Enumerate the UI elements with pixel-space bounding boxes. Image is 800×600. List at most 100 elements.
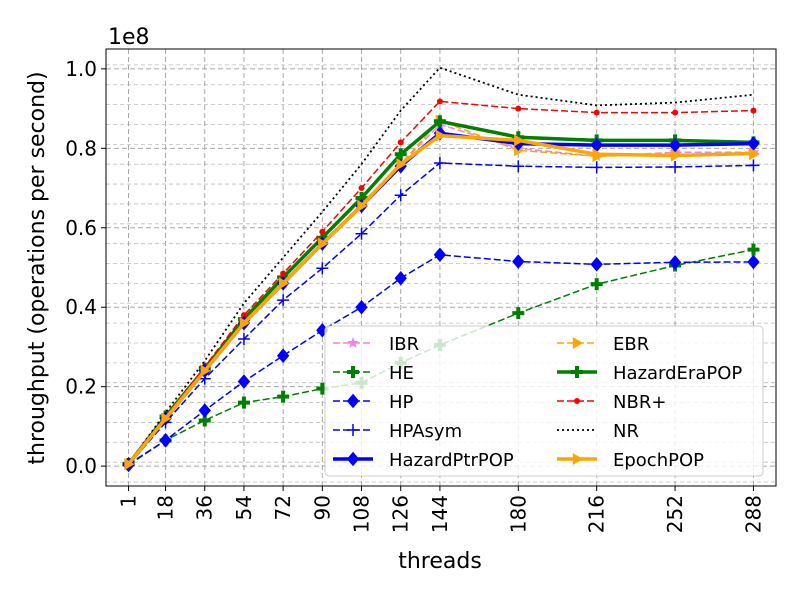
data-point-epochpop	[514, 134, 525, 147]
data-point-hp	[198, 403, 211, 418]
x-tick-label: 144	[428, 495, 452, 533]
data-point-hpasym	[394, 189, 407, 202]
legend-label-hp: HP	[389, 392, 414, 413]
legend-label-epochpop: EpochPOP	[613, 450, 704, 471]
y-tick-label: 1.0	[65, 57, 97, 81]
data-point-epochpop	[161, 412, 172, 425]
y-tick-label: 0.2	[65, 375, 97, 399]
series-epochpop	[124, 129, 760, 471]
data-point-he	[237, 396, 250, 409]
data-point-nbr	[240, 312, 247, 319]
data-point-hp	[276, 348, 290, 363]
x-tick-label: 180	[506, 495, 530, 533]
data-point-hp	[590, 257, 603, 272]
legend-marker-epochpop	[572, 453, 583, 465]
data-point-hp	[512, 254, 525, 269]
data-point-hpasym	[590, 161, 603, 174]
x-axis-label: threads	[398, 549, 482, 574]
series-hp	[122, 247, 760, 473]
y-tick-label: 0.0	[65, 454, 97, 478]
legend-marker-nbr	[574, 398, 580, 404]
legend-marker-hpasym	[347, 424, 359, 436]
data-point-hpasym	[433, 157, 446, 170]
legend-label-hazardptrpop: HazardPtrPOP	[389, 450, 514, 471]
data-point-epochpop	[592, 148, 603, 161]
series-nr	[127, 66, 754, 465]
x-tick-label: 90	[310, 495, 334, 520]
data-point-hpasym	[512, 160, 525, 173]
y-tick-label: 0.6	[65, 216, 97, 240]
data-point-hp	[394, 270, 407, 286]
data-point-nbr	[750, 107, 757, 114]
legend-marker-ibr	[347, 337, 359, 348]
data-point-epochpop	[435, 129, 446, 142]
plot-frame	[105, 48, 777, 487]
x-tick-label: 36	[193, 495, 217, 520]
data-point-epochpop	[318, 237, 329, 250]
data-point-he	[198, 414, 211, 427]
data-point-hazarderapop	[394, 148, 407, 161]
data-point-hazarderapop	[355, 191, 368, 204]
data-point-nbr	[436, 98, 443, 105]
x-tick-label: 1	[117, 495, 141, 508]
data-point-hpasym	[747, 159, 760, 172]
legend-label-hpasym: HPAsym	[389, 421, 462, 442]
data-point-epochpop	[200, 364, 211, 377]
x-tick-label: 288	[741, 495, 765, 533]
legend: IBR EBR HE HazardEraPOP HP NBR+ HPAsym NR Hazard…	[324, 325, 764, 477]
data-point-epochpop	[357, 199, 368, 212]
series-layer	[122, 66, 760, 473]
data-point-hp	[237, 374, 251, 389]
data-point-hazardptrpop	[668, 137, 682, 153]
series-line-nr	[127, 66, 754, 465]
data-point-hp	[355, 299, 368, 315]
legend-label-nr: NR	[613, 421, 639, 442]
y-tick-label: 0.4	[65, 295, 97, 319]
data-point-hpasym	[277, 294, 290, 307]
data-point-epochpop	[749, 147, 760, 160]
legend-marker-he	[347, 366, 359, 378]
legend-label-nbr: NBR+	[613, 392, 666, 413]
legend-marker-hazarderapop	[571, 366, 583, 378]
legend-marker-hazardptrpop	[346, 451, 360, 467]
legend-marker-ebr	[572, 337, 583, 349]
data-point-hp	[747, 254, 760, 270]
data-point-he	[590, 278, 603, 291]
legend-box	[324, 325, 764, 477]
x-tick-label: 72	[271, 495, 295, 520]
x-tick-label: 54	[232, 495, 256, 520]
data-point-he	[316, 382, 329, 395]
data-point-hazarderapop	[433, 115, 446, 128]
legend-label-he: HE	[389, 363, 414, 384]
data-point-hpasym	[237, 333, 250, 346]
data-point-epochpop	[278, 277, 290, 290]
data-point-hpasym	[316, 262, 329, 275]
data-point-he	[512, 307, 525, 320]
legend-label-ebr: EBR	[613, 334, 649, 355]
x-tick-label: 126	[389, 495, 413, 533]
data-point-epochpop	[239, 317, 250, 330]
y-axis-label: throughput (operations per second)	[25, 71, 50, 464]
data-point-epochpop	[396, 158, 407, 171]
data-point-hp	[668, 255, 682, 270]
legend-marker-hp	[346, 393, 360, 409]
data-point-he	[277, 390, 290, 403]
legend-label-ibr: IBR	[389, 334, 419, 355]
y-offset-label: 1e8	[108, 25, 150, 50]
data-point-nbr	[593, 109, 600, 116]
legend-label-hazarderapop: HazardEraPOP	[613, 363, 742, 384]
data-point-hp	[159, 433, 172, 448]
data-point-nbr	[280, 270, 287, 277]
x-tick-label: 18	[154, 495, 178, 520]
y-tick-label: 0.8	[65, 136, 97, 160]
data-point-hpasym	[355, 227, 368, 240]
y-axis-ticks: 0.0 0.2 0.4 0.6 0.8 1.0	[65, 57, 106, 478]
x-tick-label: 108	[350, 495, 374, 533]
data-point-nbr	[319, 228, 326, 235]
x-tick-label: 252	[663, 495, 687, 533]
x-axis-ticks: 1 18 36 54 72 90 108 126 144 180 216 252 288	[117, 486, 765, 533]
data-point-nbr	[397, 139, 404, 146]
data-point-nbr	[515, 105, 522, 112]
